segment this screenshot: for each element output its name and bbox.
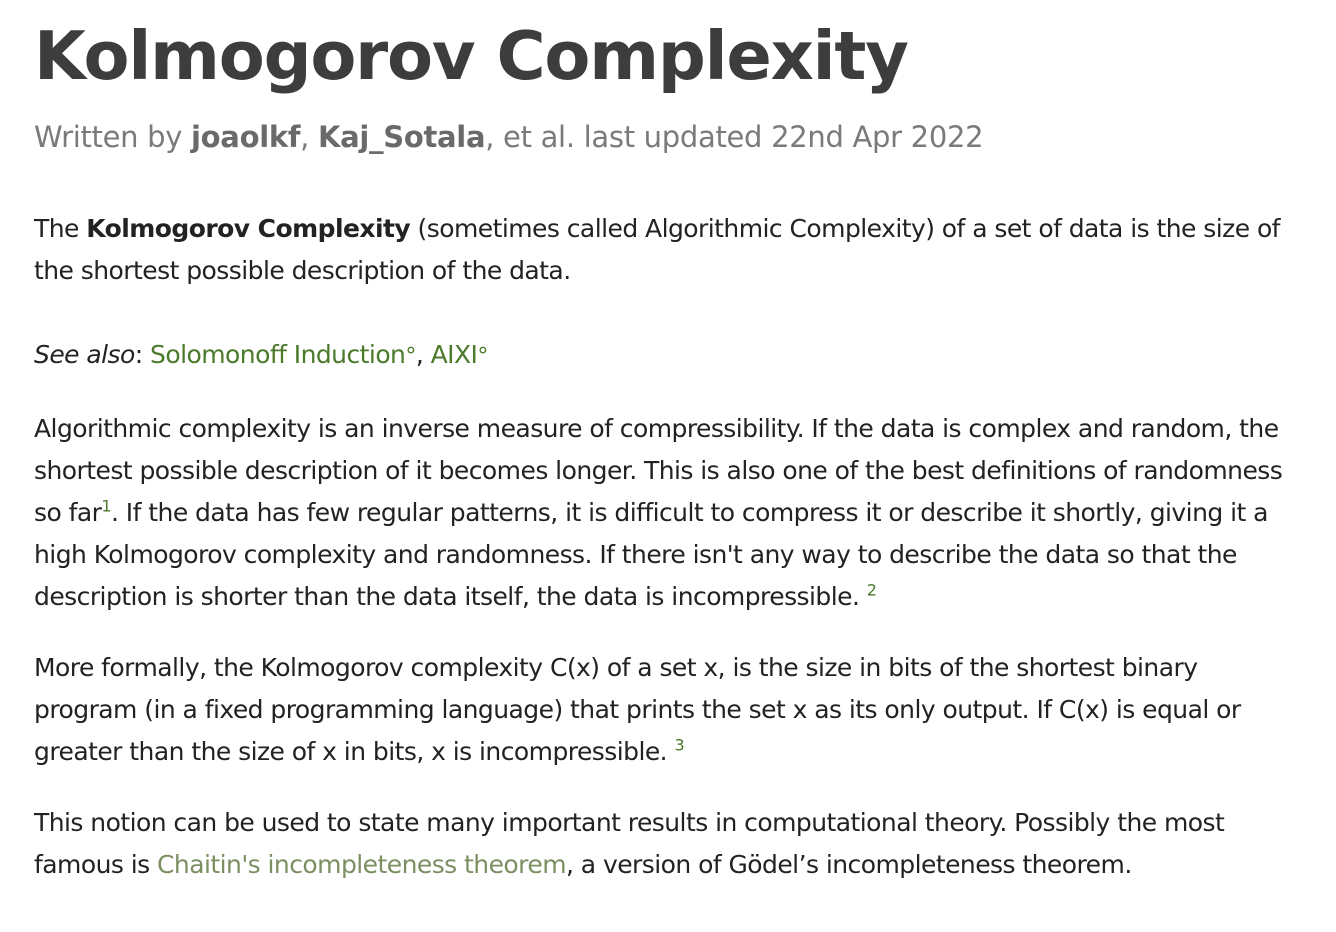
article-body: The Kolmogorov Complexity (sometimes cal… <box>34 208 1302 886</box>
footnote-ref-3[interactable]: 3 <box>674 735 685 755</box>
see-also-label: See also <box>34 340 135 369</box>
text: This notion can be used to state many im… <box>34 808 1225 879</box>
text: The <box>34 214 87 243</box>
term-bold: Kolmogorov Complexity <box>86 214 411 243</box>
text: (sometimes called Algorithmic Complexity… <box>34 214 1280 285</box>
byline-prefix: Written by <box>34 120 192 154</box>
author-link-kaj-sotala[interactable]: Kaj_Sotala <box>317 120 486 154</box>
paragraph-formal: More formally, the Kolmogorov complexity… <box>34 647 1302 773</box>
see-also: See also: Solomonoff Induction°, AIXI° <box>34 334 1302 378</box>
byline: Written by joaolkf, Kaj_Sotala, et al. l… <box>34 120 1302 154</box>
paragraph-definition: The Kolmogorov Complexity (sometimes cal… <box>34 208 1302 292</box>
page-title: Kolmogorov Complexity <box>34 17 909 95</box>
tag-degree-icon: ° <box>405 344 416 369</box>
paragraph-results: This notion can be used to state many im… <box>34 802 1302 886</box>
text: Algorithmic complexity is an inverse mea… <box>34 414 1283 527</box>
text: , a version of Gödel’s incompleteness th… <box>566 850 1132 879</box>
paragraph-compressibility: Algorithmic complexity is an inverse mea… <box>34 408 1302 618</box>
footnote-ref-2[interactable]: 2 <box>866 580 877 600</box>
byline-separator: , <box>300 120 318 154</box>
text: : <box>134 340 151 369</box>
text: , <box>415 340 431 369</box>
link-aixi[interactable]: AIXI <box>430 340 478 369</box>
link-solomonoff-induction[interactable]: Solomonoff Induction <box>150 340 406 369</box>
text: More formally, the Kolmogorov complexity… <box>34 653 1241 766</box>
byline-suffix: , et al. last updated 22nd Apr 2022 <box>485 120 984 154</box>
tag-degree-icon: ° <box>477 344 488 369</box>
footnote-ref-1[interactable]: 1 <box>101 496 112 516</box>
link-chaitins-incompleteness-theorem[interactable]: Chaitin's incompleteness theorem <box>157 850 567 879</box>
author-link-joaolkf[interactable]: joaolkf <box>191 120 301 154</box>
text: . If the data has few regular patterns, … <box>34 498 1268 611</box>
